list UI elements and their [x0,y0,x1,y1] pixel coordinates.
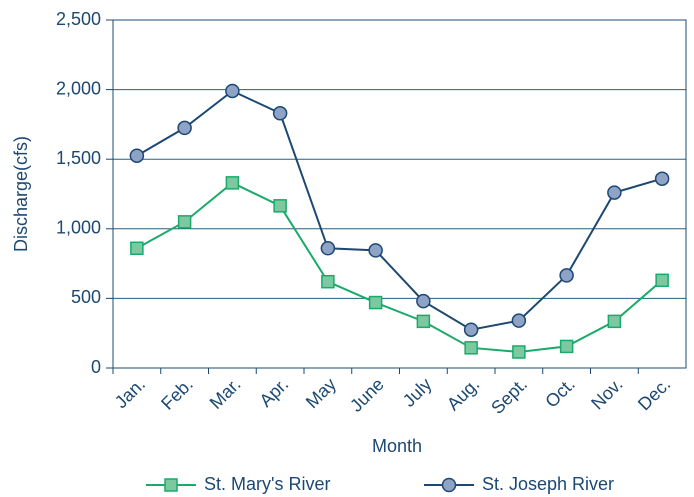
series-line [136,181,663,353]
point [225,176,240,190]
x-tick-label: Oct. [541,374,578,411]
y-tick-label: 500 [71,287,101,307]
x-tick-label: Aug. [443,374,483,414]
point [416,314,431,329]
point [320,241,336,256]
point [511,313,527,328]
x-axis-title: Month [372,436,422,456]
point [272,106,288,121]
point [559,268,574,283]
point [607,185,622,200]
y-axis-title: Discharge(cfs) [11,136,31,252]
series-line [136,89,663,331]
y-tick-label: 1,000 [56,218,101,238]
y-tick-label: 2,000 [56,78,101,98]
point [177,215,192,229]
point [129,148,145,163]
x-tick-label: June [346,374,388,416]
x-tick-label: Mar. [206,374,245,413]
point [512,345,526,359]
point [368,295,383,310]
x-tick-label: Dec. [634,374,674,414]
point [225,83,240,99]
x-tick-label: Apr. [256,374,293,411]
point [655,273,669,288]
x-tick-label: Sept. [487,374,531,418]
y-tick-label: 0 [91,357,101,377]
x-tick-label: Feb. [157,374,197,414]
x-tick-label: May [302,374,340,412]
point [177,120,192,136]
point [321,274,335,289]
point [368,243,383,258]
x-tick-label: July [399,374,436,411]
x-tick-label: Jan. [111,374,149,412]
plot-border [112,19,687,369]
legend-label: St. Mary's River [204,474,330,494]
x-tick-label: Nov. [587,374,626,413]
legend-label: St. Joseph River [482,474,614,494]
point [559,339,574,354]
legend-marker [441,477,457,493]
point [130,241,144,256]
point [273,199,287,213]
y-tick-label: 2,500 [56,9,101,29]
point [464,341,478,355]
point [463,322,479,337]
point [416,293,431,309]
legend-marker [164,478,178,492]
point [654,171,670,186]
point [607,314,622,329]
y-tick-label: 1,500 [56,148,101,168]
